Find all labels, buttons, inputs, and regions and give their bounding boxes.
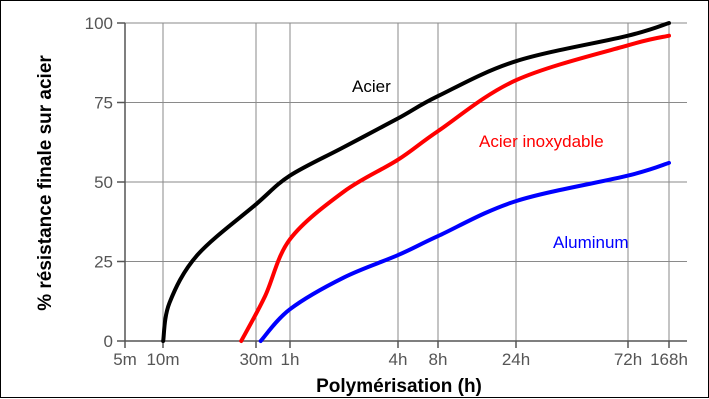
y-tick-label: 0 bbox=[104, 332, 113, 351]
x-tick-label: 72h bbox=[614, 350, 642, 369]
series-label-2: Aluminum bbox=[553, 233, 629, 252]
y-axis-title: % résistance finale sur acier bbox=[35, 55, 56, 311]
y-tick-label: 75 bbox=[94, 94, 113, 113]
x-tick-label: 168h bbox=[650, 350, 688, 369]
x-axis-title: Polymérisation (h) bbox=[316, 376, 482, 397]
series-label-1: Acier inoxydable bbox=[479, 132, 604, 151]
series-label-0: Acier bbox=[352, 77, 391, 96]
y-tick-label: 100 bbox=[85, 14, 113, 33]
x-tick-label: 1h bbox=[281, 350, 300, 369]
x-tick-label: 10m bbox=[146, 350, 179, 369]
x-tick-label: 24h bbox=[502, 350, 530, 369]
x-tick-label: 5m bbox=[113, 350, 137, 369]
series-line-0 bbox=[161, 21, 671, 343]
x-tick-label: 30m bbox=[239, 350, 272, 369]
x-tick-label: 8h bbox=[429, 350, 448, 369]
x-tick-label: 4h bbox=[389, 350, 408, 369]
y-tick-label: 50 bbox=[94, 173, 113, 192]
y-tick-label: 25 bbox=[94, 253, 113, 272]
series-line-2 bbox=[258, 160, 671, 343]
series-line-1 bbox=[239, 33, 671, 343]
